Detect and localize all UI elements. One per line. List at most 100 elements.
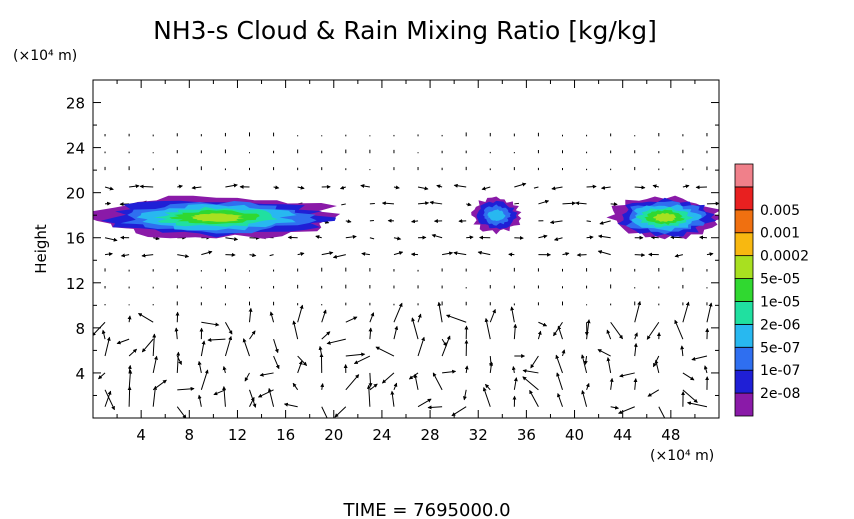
wind-vector (485, 383, 491, 391)
wind-vector (647, 389, 660, 397)
wind-vector (269, 311, 275, 323)
wind-vector (489, 308, 496, 323)
wind-vector (321, 309, 327, 323)
wind-vector (633, 342, 638, 357)
wind-vector (555, 354, 563, 374)
wind-vector (513, 377, 518, 390)
wind-vector (104, 237, 118, 242)
wind-vector (197, 360, 202, 374)
wind-vector (320, 383, 325, 390)
wind-vector (513, 323, 518, 340)
wind-vector (600, 185, 611, 190)
wind-vector (453, 251, 467, 256)
colorbar-swatch (734, 186, 754, 211)
wind-vector (366, 384, 371, 407)
y-tick-label: 4 (75, 365, 85, 383)
colorbar-swatch (734, 392, 754, 417)
wind-vector (691, 355, 708, 361)
wind-vector (127, 386, 132, 407)
wind-vector (248, 307, 253, 323)
y-tick-label: 20 (66, 185, 85, 203)
wind-vector (201, 250, 213, 256)
wind-vector (562, 252, 570, 256)
wind-vector (442, 251, 454, 256)
wind-vector (153, 236, 160, 241)
wind-vector (484, 317, 491, 340)
x-tick-label: 36 (517, 426, 536, 444)
x-tick-label: 48 (661, 426, 680, 444)
colorbar-swatch (734, 163, 754, 188)
wind-vector (408, 372, 419, 380)
colorbar-swatch (734, 346, 754, 371)
y-tick-label: 28 (66, 95, 85, 113)
wind-vector (658, 406, 667, 418)
wind-vector (152, 355, 158, 374)
x-axis-unit: (×10⁴ m) (650, 448, 714, 464)
plot-frame (92, 79, 720, 419)
wind-vector (139, 184, 154, 189)
colorbar: 2e-08 1e-07 5e-07 2e-06 1e-05 5e-05 0.0002 0.00… (734, 163, 809, 417)
wind-vector (321, 331, 331, 340)
x-tick-label: 20 (324, 426, 343, 444)
wind-vector (441, 338, 447, 347)
wind-vector (345, 234, 357, 239)
wind-vector (646, 321, 660, 340)
wind-vector (453, 183, 467, 188)
wind-vector (432, 372, 443, 391)
wind-vector (222, 365, 227, 374)
wind-vector (583, 355, 588, 365)
x-tick-label: 40 (565, 426, 584, 444)
wind-vector (345, 374, 360, 391)
wind-vector (619, 372, 635, 378)
wind-vector (297, 355, 308, 366)
wind-vector (549, 220, 563, 225)
wind-vector (597, 250, 611, 256)
cloud-contour-west_cloud (190, 213, 245, 222)
wind-vector (152, 385, 158, 407)
wind-vector (297, 304, 304, 323)
wind-vector (249, 330, 256, 340)
colorbar-label: 0.005 (760, 203, 800, 219)
wind-vector (511, 365, 516, 374)
wind-vector (530, 355, 539, 369)
wind-vector (315, 235, 322, 239)
wind-vector (393, 382, 398, 391)
wind-vector (633, 378, 638, 390)
wind-vector (116, 338, 130, 345)
colorbar-label: 0.0002 (760, 249, 809, 265)
wind-vector (650, 235, 659, 240)
wind-vector (197, 394, 202, 407)
wind-vector (585, 382, 590, 391)
wind-vector (152, 379, 167, 391)
chart-title: NH3-s Cloud & Rain Mixing Ratio [kg/kg] (153, 16, 657, 45)
wind-vector (200, 340, 206, 357)
wind-vector (482, 387, 491, 407)
wind-vector (334, 406, 347, 418)
wind-vector (462, 389, 467, 401)
x-tick-label: 44 (613, 426, 632, 444)
wind-vector (514, 202, 520, 205)
wind-vector (393, 251, 404, 256)
wind-vector (699, 235, 707, 240)
wind-vector (670, 235, 683, 240)
wind-vector (477, 250, 491, 256)
wind-vector (581, 390, 588, 407)
colorbar-label: 2e-06 (760, 317, 800, 333)
wind-vector (599, 220, 611, 225)
wind-vector (297, 252, 305, 256)
wind-vector (381, 201, 395, 206)
colorbar-label: 2e-08 (760, 386, 800, 402)
wind-vector (368, 372, 373, 388)
wind-vector (436, 184, 443, 189)
y-axis-unit: (×10⁴ m) (13, 48, 77, 64)
colorbar-label: 5e-05 (760, 272, 800, 288)
wind-vector (538, 321, 548, 327)
wind-vector (244, 372, 250, 382)
wind-vector (104, 390, 112, 407)
wind-vector (321, 406, 328, 418)
wind-vector (417, 336, 425, 357)
wind-vector (292, 382, 299, 391)
wind-vector (273, 355, 280, 370)
wind-vector (597, 349, 611, 357)
colorbar-swatch (734, 232, 754, 257)
